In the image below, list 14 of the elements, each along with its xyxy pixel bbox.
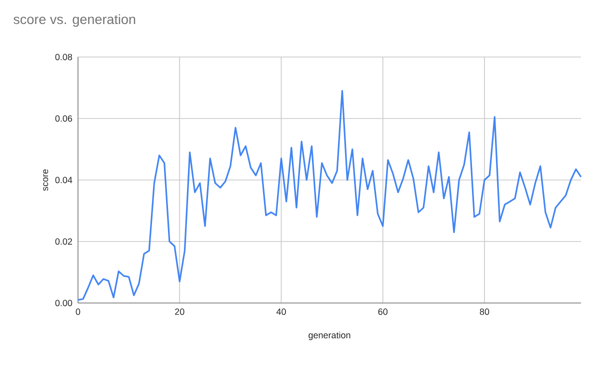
x-tick-label: 0 (76, 308, 80, 315)
y-tick-label: 0.00 (55, 300, 72, 306)
y-tick-label: 0.04 (55, 176, 72, 184)
x-tick-label: 20 (175, 308, 184, 315)
chart-title: score vs. generation (14, 14, 136, 27)
y-tick-label: 0.08 (55, 54, 72, 60)
y-tick-label: 0.02 (55, 238, 72, 245)
y-tick-label: 0.06 (55, 115, 72, 122)
y-axis-title: score (43, 169, 48, 191)
line-series (77, 90, 582, 301)
x-tick-label: 60 (378, 308, 388, 315)
x-tick-label: 80 (480, 308, 490, 315)
x-axis-title: generation (308, 332, 350, 340)
x-tick-label: 40 (276, 308, 286, 315)
